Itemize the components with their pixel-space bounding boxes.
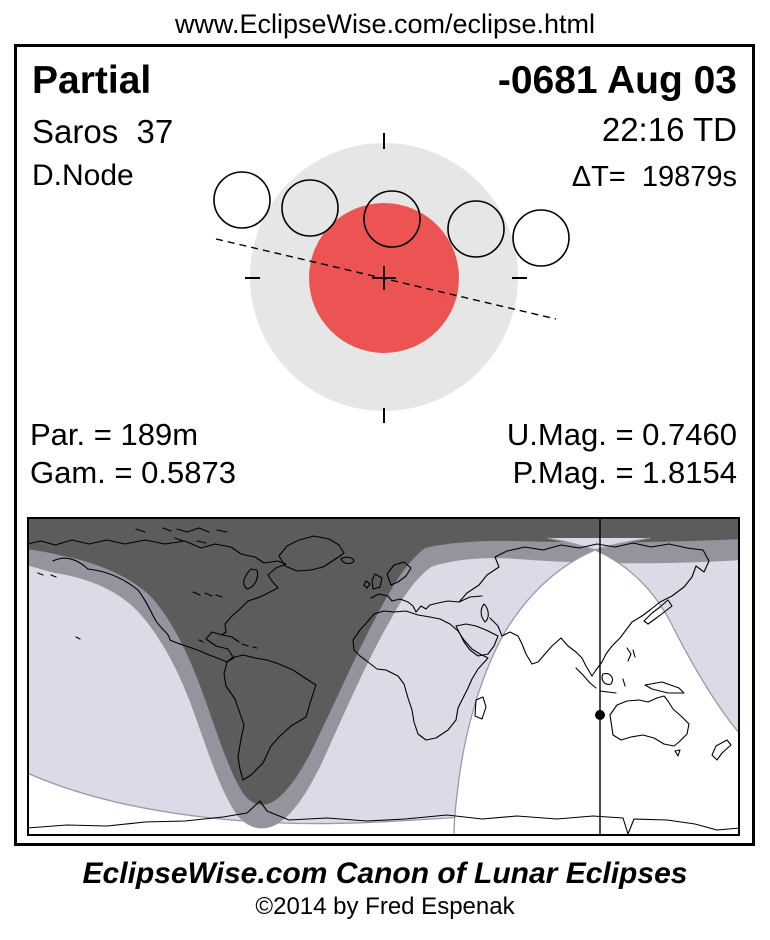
japan bbox=[643, 599, 673, 625]
map-border bbox=[27, 517, 740, 836]
moon-circle-p1 bbox=[213, 171, 271, 229]
moon-circle-u4 bbox=[447, 200, 505, 258]
scandinavia bbox=[386, 561, 412, 586]
antarctica bbox=[27, 800, 740, 835]
node-label: D.Node bbox=[32, 159, 134, 192]
copyright-notice: ©2014 by Fred Espenak bbox=[255, 893, 515, 920]
stat-gamma: Gam. = 0.5873 bbox=[30, 455, 236, 490]
ecliptic-line bbox=[215, 238, 557, 320]
zone-eclipse-visible bbox=[27, 517, 740, 805]
eclipse-time: 22:16 TD bbox=[601, 111, 737, 148]
hudson-bay bbox=[243, 568, 259, 590]
caspian-sea bbox=[480, 603, 489, 623]
asia-coast bbox=[458, 542, 710, 677]
tasmania bbox=[674, 749, 681, 757]
africa bbox=[352, 610, 489, 741]
delta-t-value: ΔT= 19879s bbox=[571, 161, 737, 193]
arabia bbox=[455, 623, 499, 657]
indonesia-new-guinea bbox=[575, 667, 685, 694]
axis-ticks bbox=[245, 133, 527, 423]
arctic-islands bbox=[135, 527, 228, 544]
stat-partial-duration: Par. = 189m bbox=[30, 417, 199, 452]
british-isles bbox=[363, 573, 383, 590]
philippines bbox=[626, 647, 636, 662]
coast-na-west bbox=[52, 557, 228, 663]
stat-umbral-magnitude: U.Mag. = 0.7460 bbox=[506, 417, 737, 452]
caribbean bbox=[222, 634, 258, 649]
iceland bbox=[340, 556, 355, 564]
new-zealand bbox=[711, 739, 732, 761]
page-title-url: www.EclipseWise.com/eclipse.html bbox=[174, 9, 596, 39]
coast-arctic-na bbox=[27, 539, 287, 565]
zone-not-visible-east bbox=[454, 550, 740, 836]
stat-penumbral-magnitude: P.Mag. = 1.8154 bbox=[512, 455, 737, 490]
moon-circle-greatest bbox=[363, 190, 421, 248]
rise-set-curve-east bbox=[547, 537, 740, 735]
coast-na-east bbox=[205, 563, 287, 663]
madagascar bbox=[474, 696, 487, 720]
pacific-islands bbox=[37, 572, 204, 643]
coastlines bbox=[27, 527, 740, 835]
visibility-world-map bbox=[27, 517, 740, 836]
moon-circle-p4 bbox=[512, 209, 570, 267]
shadow-diagram bbox=[213, 133, 570, 423]
moon-circle-u1 bbox=[281, 179, 339, 237]
australia bbox=[609, 695, 690, 747]
europe-coast bbox=[370, 593, 483, 613]
canon-title: EclipseWise.com Canon of Lunar Eclipses bbox=[82, 857, 688, 890]
eclipse-date: -0681 Aug 03 bbox=[497, 59, 737, 102]
saros-label: Saros 37 bbox=[32, 113, 174, 150]
great-lakes bbox=[192, 591, 223, 598]
sublunar-point bbox=[595, 710, 605, 720]
card-border bbox=[14, 44, 755, 846]
eclipse-type-label: Partial bbox=[32, 59, 152, 102]
greenland bbox=[278, 535, 345, 572]
moon-contacts bbox=[213, 171, 570, 267]
south-america bbox=[223, 654, 317, 781]
